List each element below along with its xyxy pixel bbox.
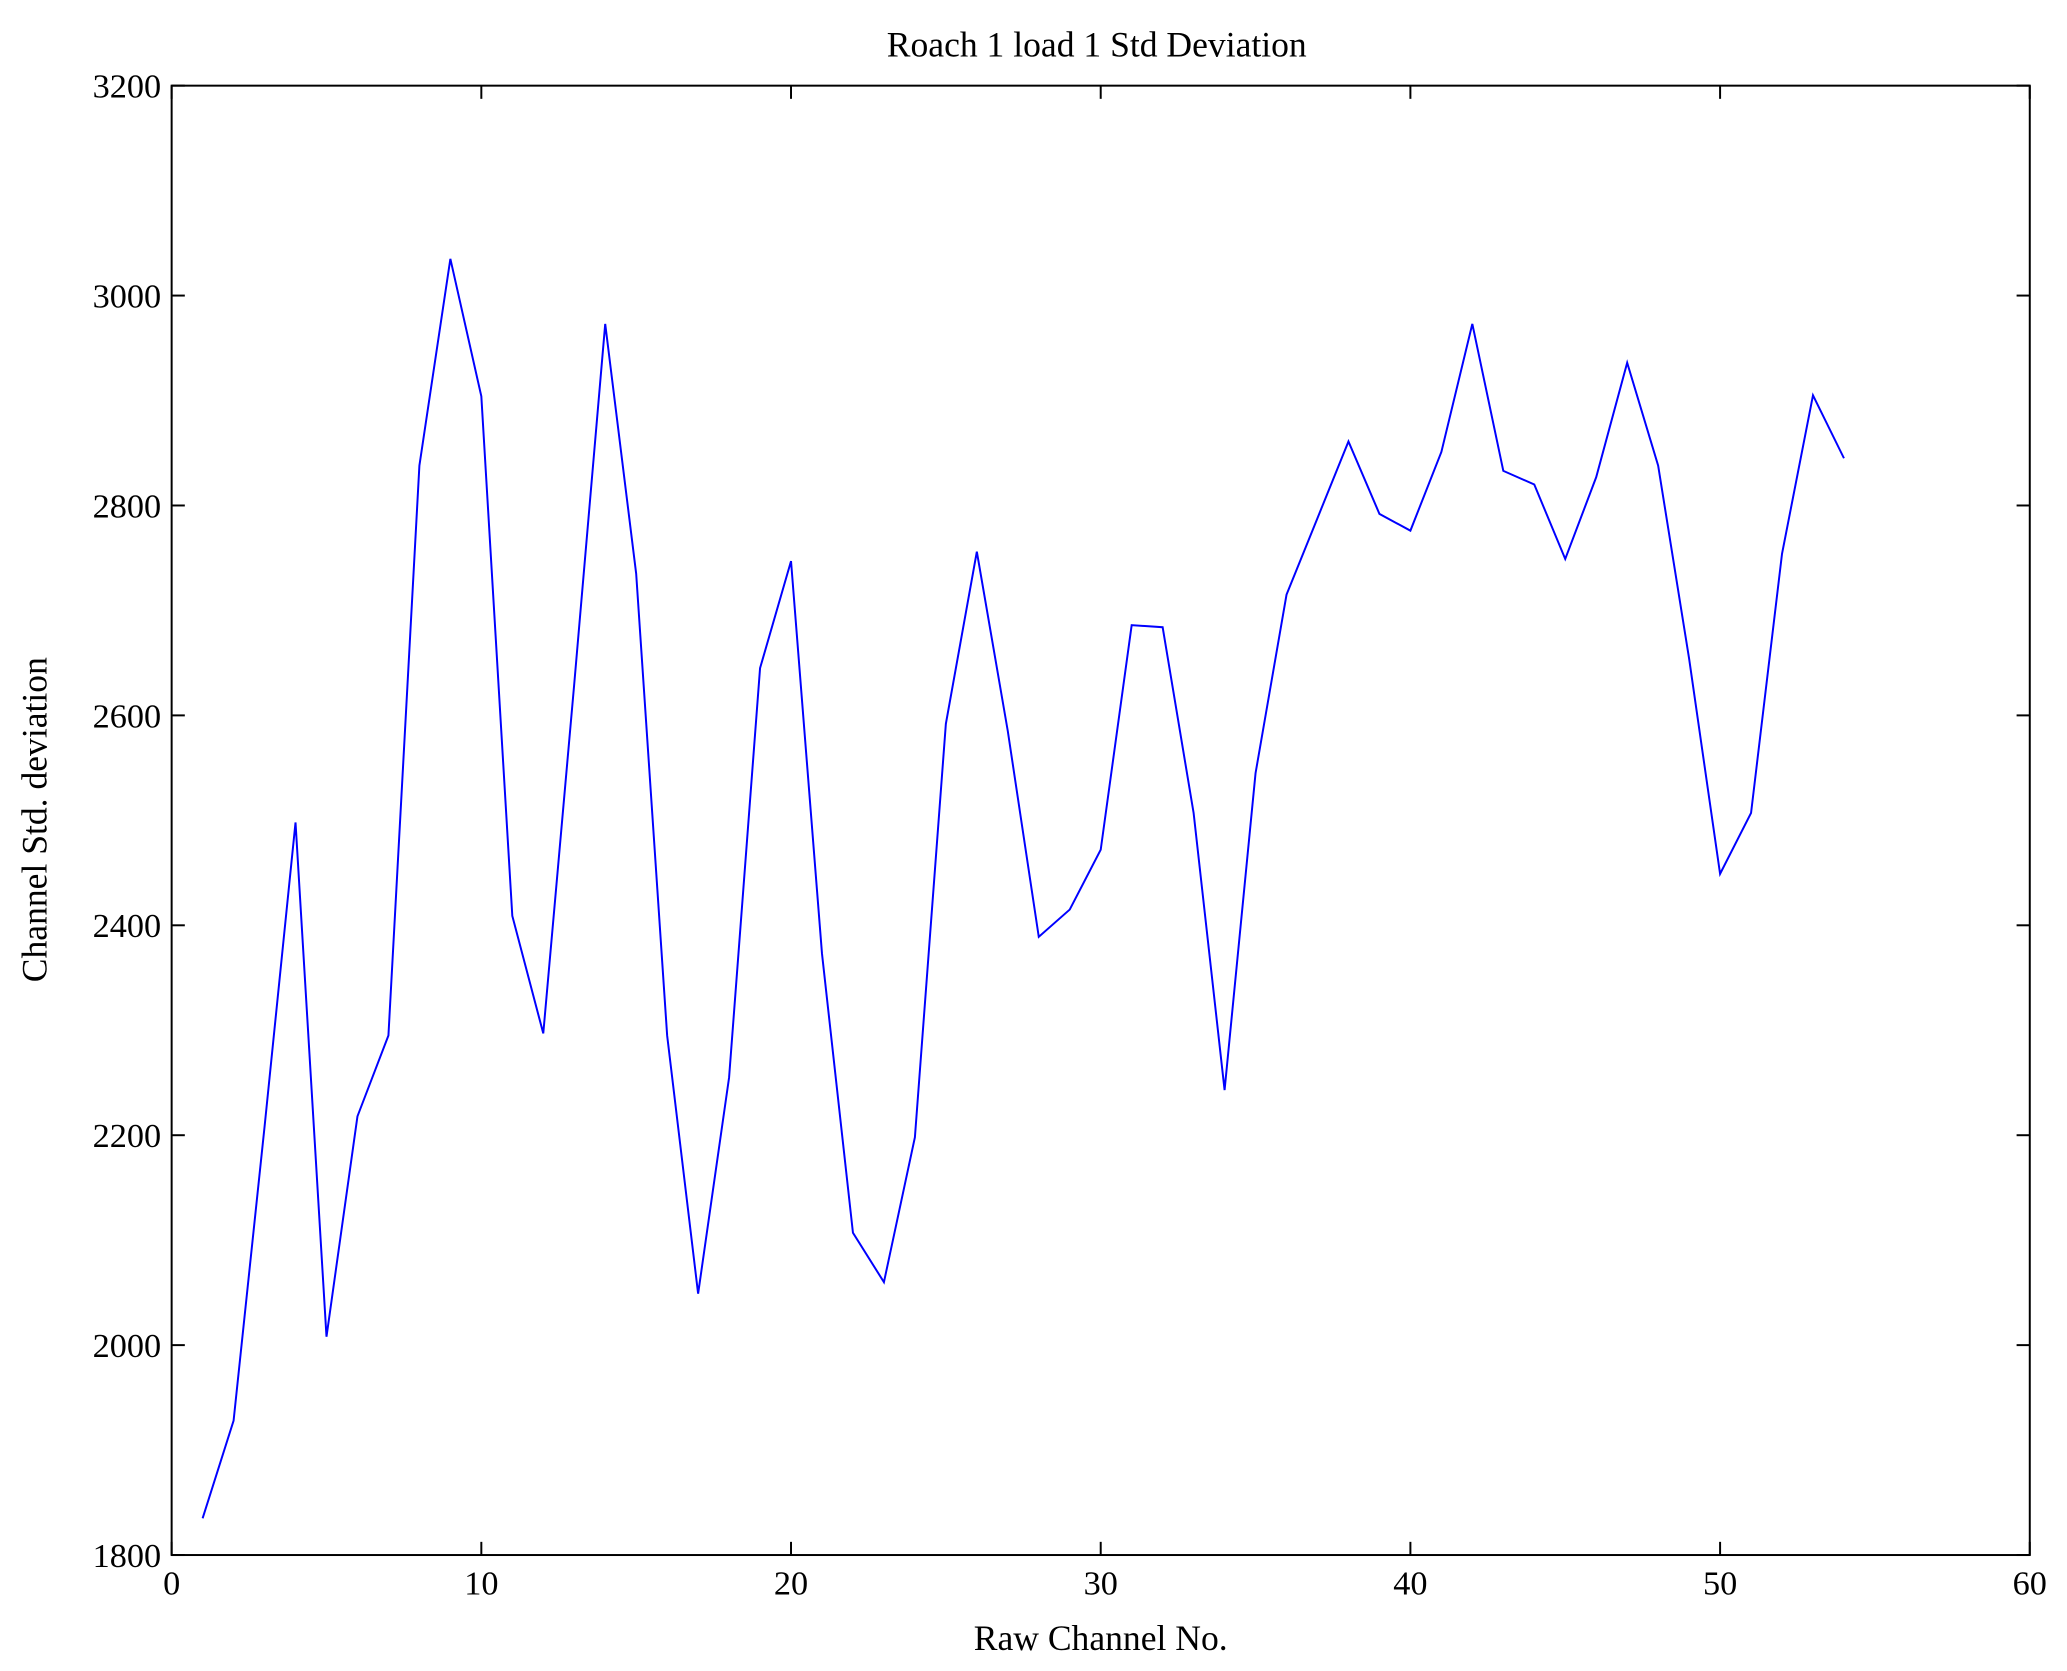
y-tick-label: 2000 — [93, 1327, 162, 1365]
y-axis-label: Channel Std. deviation — [14, 657, 54, 982]
x-tick-label: 0 — [163, 1565, 180, 1603]
y-tick-label: 2400 — [93, 907, 162, 945]
x-tick-label: 60 — [2013, 1565, 2047, 1603]
y-tick-label: 2800 — [93, 487, 162, 525]
x-tick-label: 10 — [464, 1565, 498, 1603]
y-tick-label: 1800 — [93, 1537, 162, 1575]
y-tick-label: 2200 — [93, 1117, 162, 1155]
y-tick-label: 3000 — [93, 277, 162, 315]
x-tick-label: 40 — [1393, 1565, 1427, 1603]
x-tick-label: 50 — [1703, 1565, 1737, 1603]
y-tick-label: 3200 — [93, 68, 162, 106]
plot-frame — [170, 84, 2031, 1557]
y-tick-label: 2600 — [93, 697, 162, 735]
x-tick-label: 20 — [774, 1565, 808, 1603]
x-axis-label: Raw Channel No. — [974, 1618, 1228, 1658]
series-line-std — [201, 258, 1845, 1519]
chart-title: Roach 1 load 1 Std Deviation — [887, 25, 1307, 65]
x-tick-label: 30 — [1084, 1565, 1118, 1603]
